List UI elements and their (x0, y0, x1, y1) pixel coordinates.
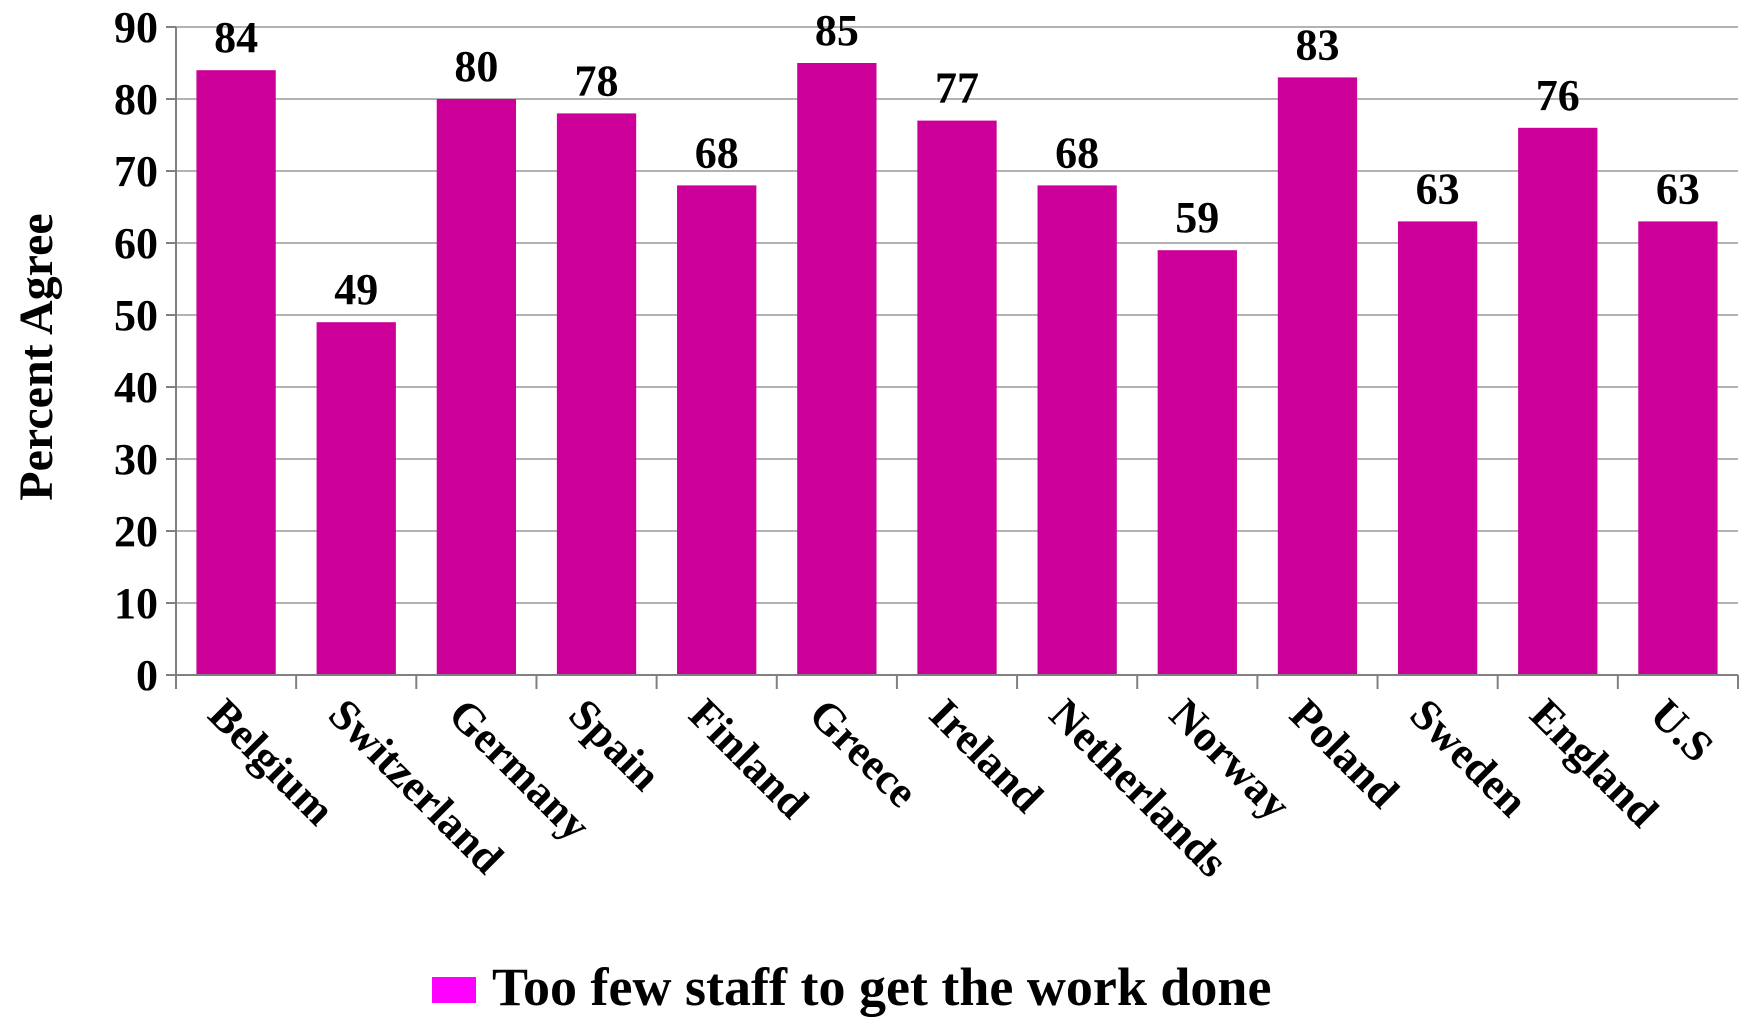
y-tick-label: 90 (114, 3, 158, 52)
y-tick-label: 10 (114, 579, 158, 628)
bar (1638, 221, 1718, 675)
x-tick-label: Spain (559, 689, 670, 800)
bar (556, 113, 637, 675)
data-label: 68 (695, 128, 739, 177)
y-tick-label: 80 (114, 75, 158, 124)
x-tick-label: England (1521, 689, 1668, 836)
data-label: 84 (214, 13, 258, 62)
y-tick-label: 50 (114, 291, 158, 340)
legend: Too few staff to get the work done (432, 957, 1271, 1017)
y-tick-label: 70 (114, 147, 158, 196)
bar (1157, 250, 1237, 675)
bar (436, 99, 517, 675)
data-label: 49 (334, 265, 378, 314)
data-label: 83 (1295, 20, 1339, 69)
data-label: 78 (575, 56, 619, 105)
bar (1037, 185, 1117, 675)
bar (1397, 221, 1478, 675)
data-label: 59 (1175, 193, 1219, 242)
data-label: 68 (1055, 128, 1099, 177)
data-label: 63 (1416, 164, 1460, 213)
y-tick-label: 30 (114, 435, 158, 484)
x-tick-label: Sweden (1401, 689, 1538, 826)
bar (196, 70, 276, 675)
y-axis-label: Percent Agree (10, 213, 63, 500)
data-label: 63 (1656, 164, 1700, 213)
data-labels: 84 49 80 78 68 85 77 68 59 83 63 76 63 (214, 6, 1700, 314)
data-label: 80 (454, 42, 498, 91)
x-tick-label: Finland (680, 689, 818, 827)
x-tick-label: U.S (1641, 689, 1723, 771)
x-tick-label: Poland (1280, 689, 1408, 817)
data-label: 85 (815, 6, 859, 55)
x-tick-label: Belgium (199, 689, 344, 834)
data-label: 77 (935, 64, 979, 113)
legend-swatch (432, 977, 476, 1003)
y-tick-label: 20 (114, 507, 158, 556)
y-tick-labels: 0 10 20 30 40 50 60 70 80 90 (114, 3, 158, 700)
x-tick-label: Greece (800, 689, 927, 816)
data-label: 76 (1536, 71, 1580, 120)
legend-label: Too few staff to get the work done (492, 957, 1271, 1017)
bar (917, 120, 997, 676)
bar (797, 63, 877, 675)
y-tick-label: 40 (114, 363, 158, 412)
bar (316, 322, 396, 675)
bar (677, 185, 757, 675)
axes (166, 26, 1739, 689)
bar (1277, 77, 1358, 675)
y-tick-label: 0 (136, 651, 158, 700)
bars (196, 63, 1718, 676)
y-tick-label: 60 (114, 219, 158, 268)
x-tick-label: Ireland (920, 689, 1053, 822)
bar (1518, 127, 1598, 676)
